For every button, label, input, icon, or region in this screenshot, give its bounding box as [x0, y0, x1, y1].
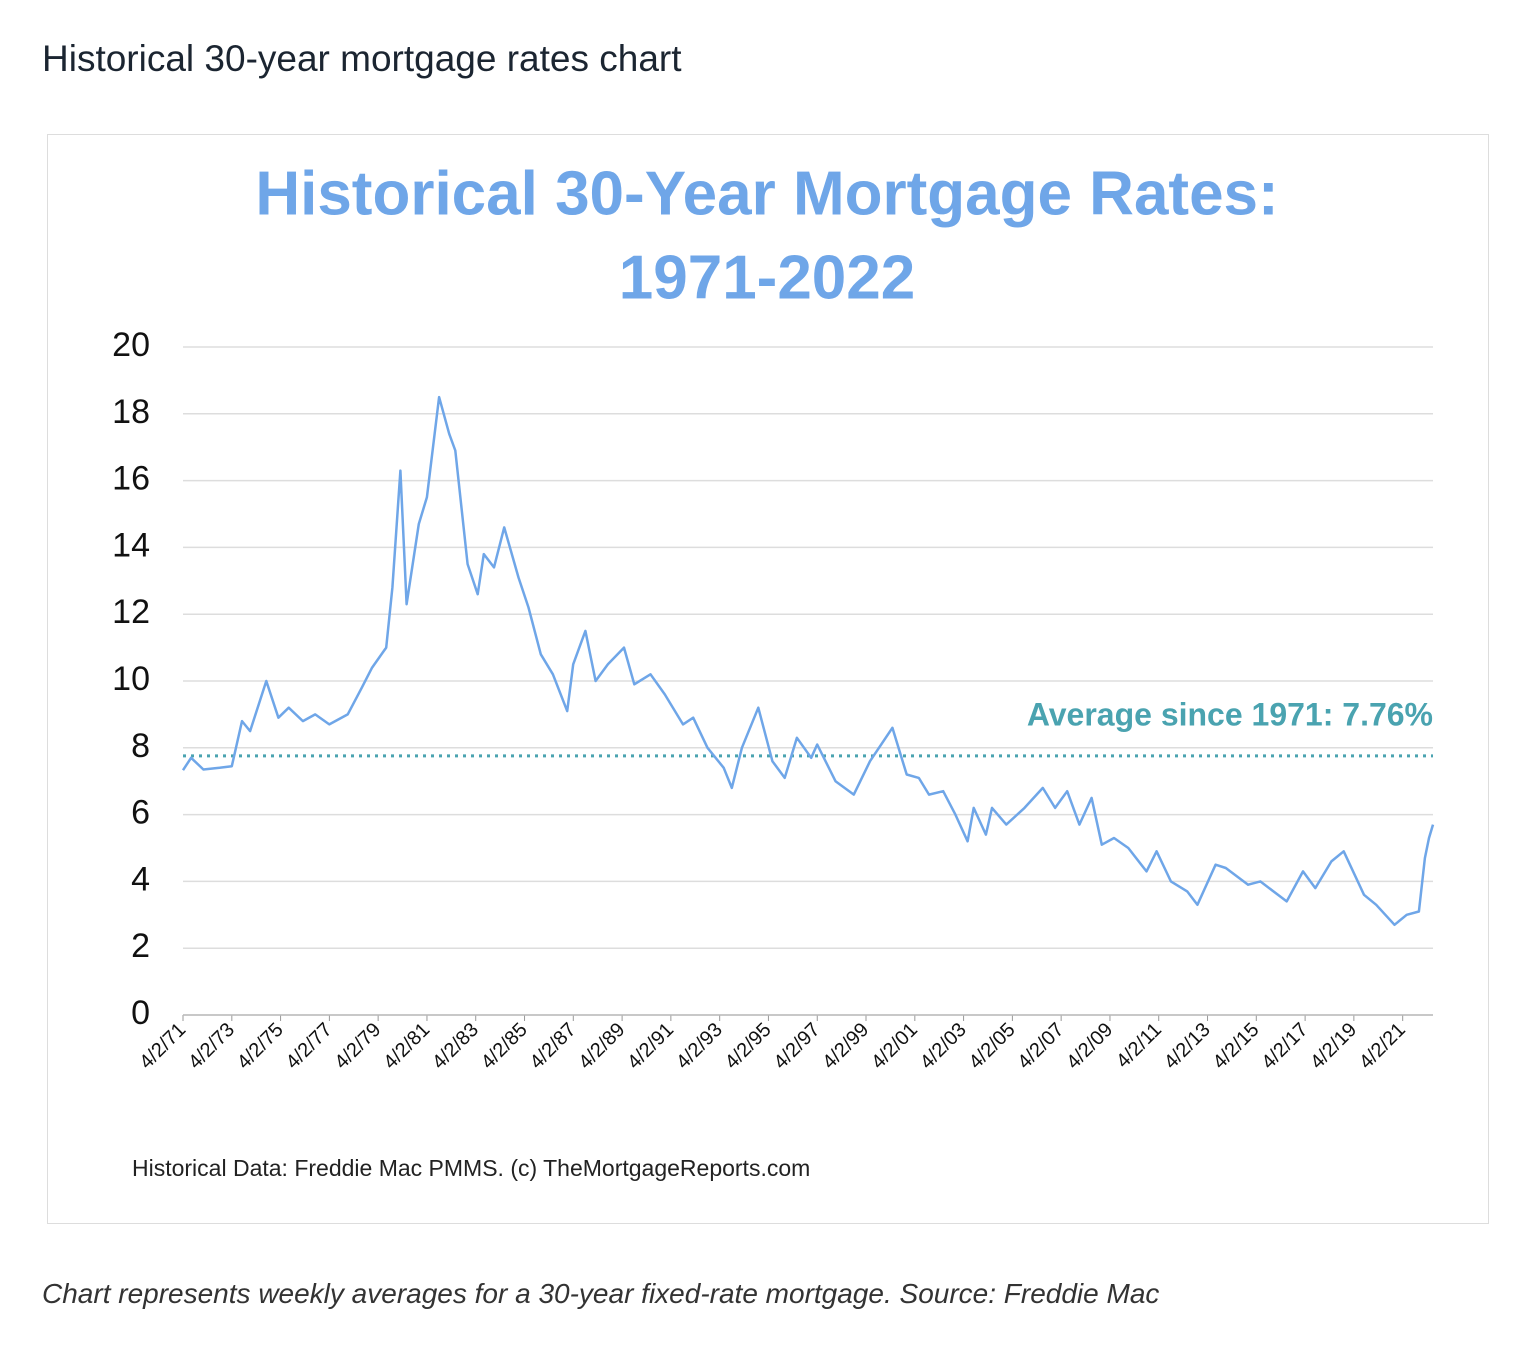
x-tick-label: 4/2/01: [867, 1019, 922, 1074]
x-tick-label: 4/2/13: [1160, 1019, 1215, 1074]
average-label: Average since 1971: 7.76%: [1027, 696, 1433, 732]
y-tick-label: 14: [112, 526, 150, 564]
x-tick-label: 4/2/09: [1062, 1019, 1117, 1074]
x-tick-label: 4/2/19: [1306, 1019, 1361, 1074]
source-note: Historical Data: Freddie Mac PMMS. (c) T…: [132, 1155, 810, 1181]
x-tick-label: 4/2/03: [916, 1019, 971, 1074]
x-tick-label: 4/2/73: [184, 1019, 239, 1074]
x-tick-label: 4/2/87: [526, 1019, 581, 1074]
x-tick-label: 4/2/75: [233, 1019, 288, 1074]
x-tick-label: 4/2/93: [672, 1019, 727, 1074]
chart-title: 1971-2022: [619, 243, 916, 312]
y-tick-label: 2: [131, 927, 150, 965]
y-tick-label: 0: [131, 994, 150, 1032]
chart-title: Historical 30-Year Mortgage Rates:: [255, 159, 1278, 228]
x-tick-label: 4/2/11: [1112, 1019, 1166, 1073]
x-tick-label: 4/2/79: [331, 1019, 386, 1074]
y-tick-label: 8: [131, 727, 150, 765]
x-tick-label: 4/2/85: [477, 1019, 532, 1074]
y-tick-label: 16: [112, 460, 150, 498]
rate-line: [181, 395, 1435, 927]
y-tick-label: 12: [112, 593, 150, 631]
x-tick-label: 4/2/81: [379, 1019, 434, 1074]
x-tick-label: 4/2/95: [721, 1019, 776, 1074]
x-tick-label: 4/2/17: [1258, 1019, 1313, 1074]
heading: Historical 30-year mortgage rates chart: [42, 38, 682, 79]
chart-frame: [47, 134, 1489, 1224]
x-tick-label: 4/2/05: [965, 1019, 1020, 1074]
x-tick-label: 4/2/83: [428, 1019, 483, 1074]
x-tick-label: 4/2/07: [1014, 1019, 1069, 1074]
x-tick-label: 4/2/77: [282, 1019, 337, 1074]
x-tick-label: 4/2/97: [770, 1019, 825, 1074]
y-tick-label: 4: [131, 860, 150, 898]
x-tick-label: 4/2/91: [623, 1019, 678, 1074]
y-tick-label: 20: [112, 326, 150, 364]
caption: Chart represents weekly averages for a 3…: [42, 1278, 1160, 1309]
y-tick-label: 18: [112, 393, 150, 431]
y-tick-label: 6: [131, 794, 150, 832]
x-tick-label: 4/2/15: [1209, 1019, 1264, 1074]
y-tick-label: 10: [112, 660, 150, 698]
x-tick-label: 4/2/99: [818, 1019, 873, 1074]
x-tick-label: 4/2/89: [574, 1019, 629, 1074]
x-tick-label: 4/2/21: [1355, 1019, 1410, 1074]
